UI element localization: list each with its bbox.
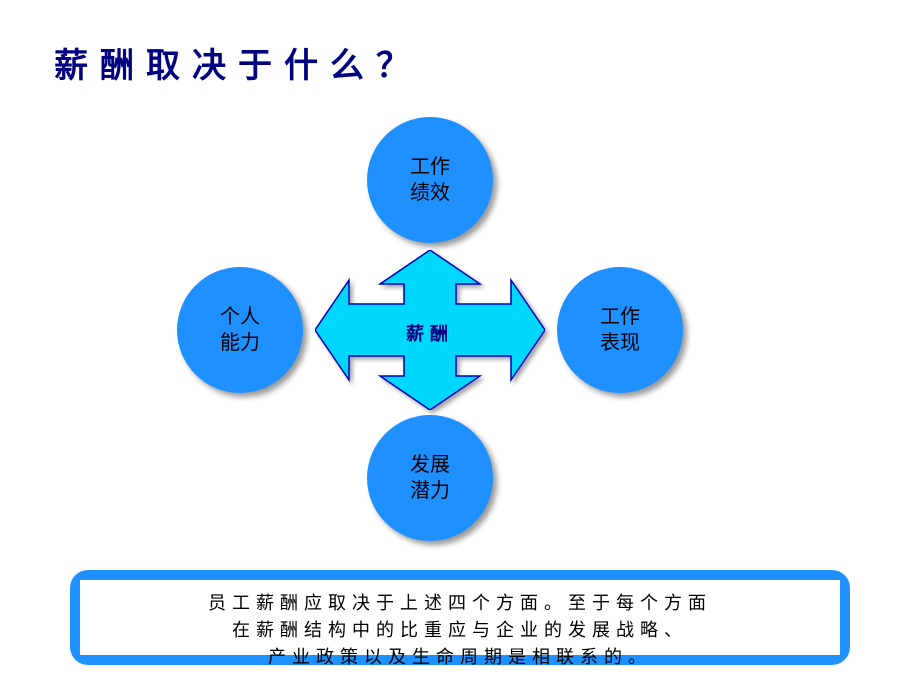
center-label: 薪酬 xyxy=(390,320,470,346)
circle-top-l1: 工作 xyxy=(410,154,450,180)
circle-top-l2: 绩效 xyxy=(410,180,450,206)
circle-left-l1: 个人 xyxy=(220,304,260,330)
caption-l3: 产业政策以及生命周期是相联系的。 xyxy=(98,644,822,671)
circle-left-l2: 能力 xyxy=(220,330,260,356)
circle-bottom-l2: 潜力 xyxy=(410,478,450,504)
caption-text: 员工薪酬应取决于上述四个方面。至于每个方面 在薪酬结构中的比重应与企业的发展战略… xyxy=(80,580,840,655)
circle-bottom-l1: 发展 xyxy=(410,452,450,478)
slide-title: 薪酬取决于什么？ xyxy=(54,38,422,87)
circle-right: 工作 表现 xyxy=(557,267,683,393)
caption-l1: 员工薪酬应取决于上述四个方面。至于每个方面 xyxy=(98,590,822,617)
circle-bottom: 发展 潜力 xyxy=(367,415,493,541)
caption-l2: 在薪酬结构中的比重应与企业的发展战略、 xyxy=(98,617,822,644)
circle-right-l2: 表现 xyxy=(600,330,640,356)
circle-right-l1: 工作 xyxy=(600,304,640,330)
circle-top: 工作 绩效 xyxy=(367,117,493,243)
circle-left: 个人 能力 xyxy=(177,267,303,393)
